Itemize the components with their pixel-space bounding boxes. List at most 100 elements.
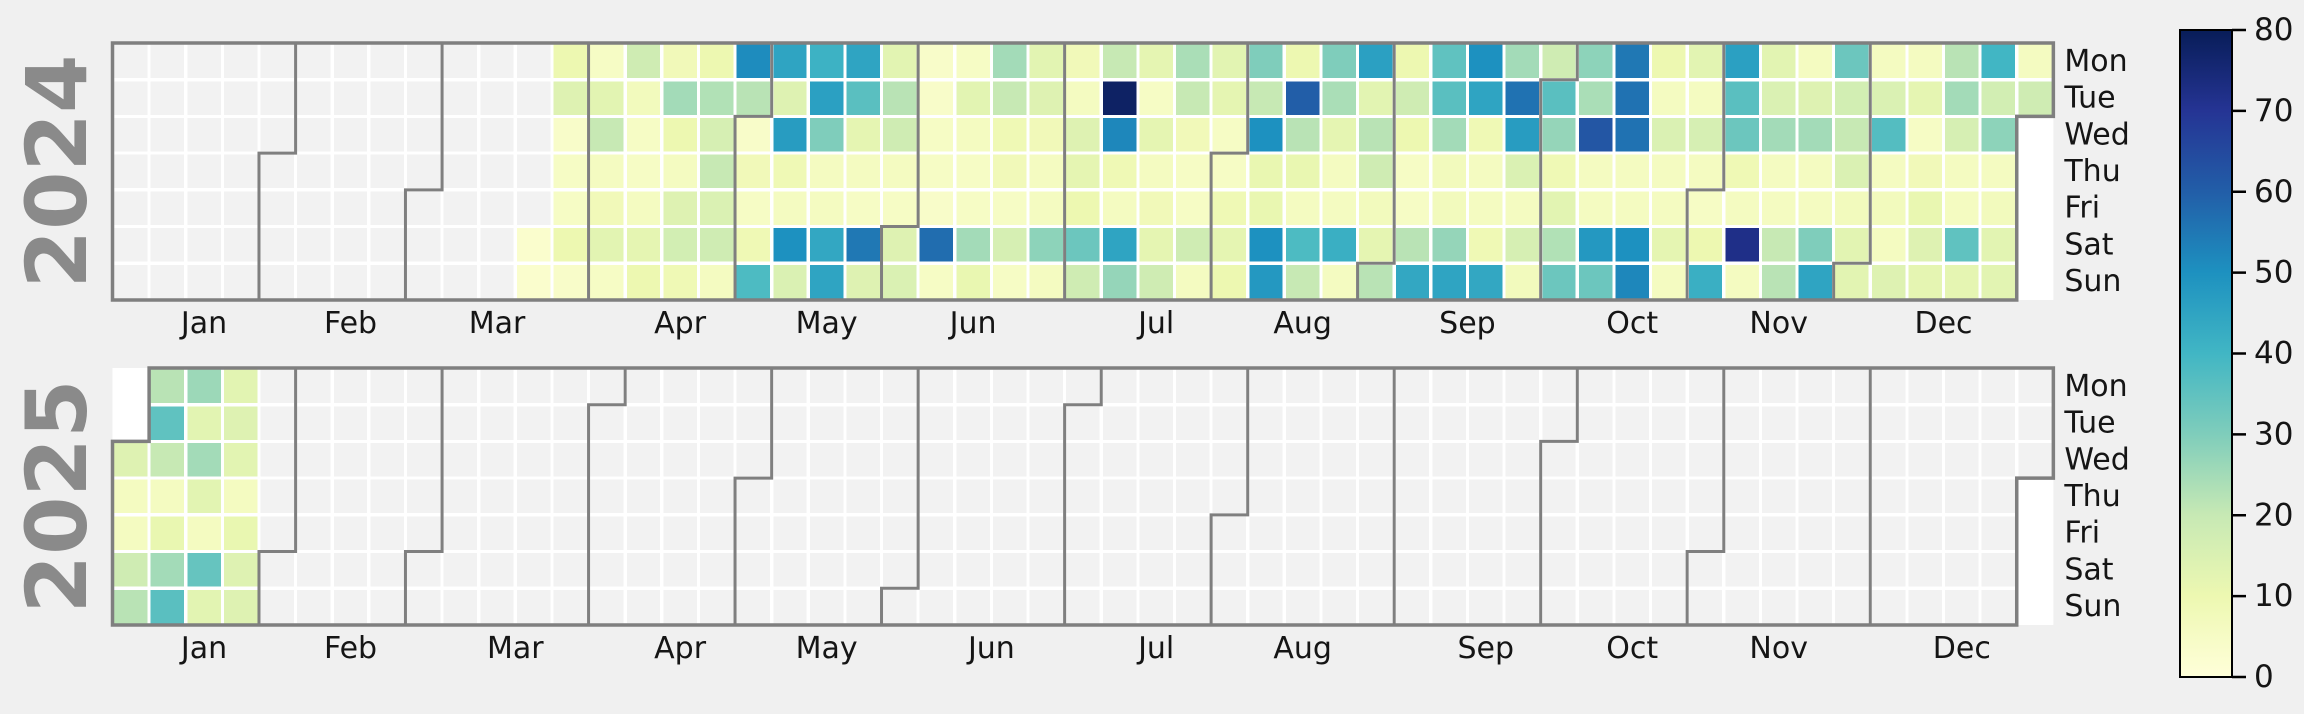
day-cell-empty xyxy=(700,516,734,550)
day-cell-empty xyxy=(1798,553,1833,587)
day-cell xyxy=(1102,81,1137,115)
day-cell-empty xyxy=(297,406,331,440)
day-cell xyxy=(1615,228,1649,262)
day-cell-empty xyxy=(1029,553,1064,587)
day-cell-empty xyxy=(187,81,221,115)
day-cell-empty xyxy=(1322,406,1356,440)
year-panel-2025: Jan Feb Mar Apr May Jun Jul Aug Sep Oct Nov DecMonT… xyxy=(8,366,2130,666)
day-cell-empty xyxy=(1139,553,1173,587)
day-cell-empty xyxy=(553,443,587,477)
day-cell-empty xyxy=(919,553,954,587)
month-label-aug-2024: Aug xyxy=(1273,306,1332,341)
day-cell-empty xyxy=(992,516,1027,550)
day-cell xyxy=(883,44,917,79)
month-boundary-line xyxy=(1685,43,1726,300)
day-cell-empty xyxy=(516,553,551,587)
day-cell-empty xyxy=(1578,406,1613,440)
day-cell-empty xyxy=(333,516,368,550)
day-cell-empty xyxy=(1432,443,1466,477)
day-cell-empty xyxy=(1432,479,1466,514)
day-cell-empty xyxy=(516,44,551,79)
day-cell xyxy=(1908,191,1942,225)
day-cell xyxy=(1725,44,1759,79)
day-cell xyxy=(1395,264,1430,299)
month-boundary-line xyxy=(257,43,298,300)
day-cell xyxy=(846,228,880,262)
day-cell-empty xyxy=(809,479,844,514)
day-cell-empty xyxy=(297,516,331,550)
weekday-label-sat-2025: Sat xyxy=(2064,552,2113,587)
day-cell xyxy=(773,118,807,152)
day-cell xyxy=(1688,264,1723,299)
day-cell-empty xyxy=(150,264,185,299)
day-cell-empty xyxy=(1359,479,1393,514)
day-cell-empty xyxy=(773,369,807,404)
day-cell xyxy=(773,81,807,115)
day-cell-empty xyxy=(1395,406,1430,440)
month-label-nov-2025: Nov xyxy=(1749,631,1808,666)
day-cell xyxy=(1652,118,1686,152)
weekday-label-mon-2025: Mon xyxy=(2064,369,2127,404)
month-boundary-line xyxy=(733,43,774,300)
day-cell-empty xyxy=(333,553,368,587)
day-cell-empty xyxy=(407,516,441,550)
day-cell-empty xyxy=(1066,369,1100,404)
day-cell-empty xyxy=(1835,516,1869,550)
day-cell xyxy=(1981,81,2016,115)
day-cell-empty xyxy=(516,589,551,624)
day-cell xyxy=(626,191,661,225)
month-boundary-line xyxy=(403,368,444,625)
day-cell-empty xyxy=(846,443,880,477)
day-cell-empty xyxy=(1249,516,1283,550)
day-cell-empty xyxy=(1249,406,1283,440)
colorbar-tick-label-10: 10 xyxy=(2254,578,2293,614)
colorbar-tick-label-60: 60 xyxy=(2254,174,2293,210)
day-cell-empty xyxy=(736,516,771,550)
day-cell xyxy=(1322,81,1356,115)
colorbar-tick-label-30: 30 xyxy=(2254,416,2293,452)
day-cell xyxy=(1908,264,1942,299)
day-cell xyxy=(1981,118,2016,152)
day-cell xyxy=(956,154,990,189)
day-cell-empty xyxy=(1981,516,2016,550)
day-cell-empty xyxy=(1835,589,1869,624)
day-cell xyxy=(1945,81,1979,115)
day-cell-empty xyxy=(626,479,661,514)
day-cell-empty xyxy=(1981,443,2016,477)
day-cell-empty xyxy=(883,369,917,404)
day-cell-empty xyxy=(370,81,404,115)
day-cell xyxy=(1432,191,1466,225)
day-cell xyxy=(1029,191,1064,225)
day-cell-empty xyxy=(626,589,661,624)
day-cell-empty xyxy=(1542,516,1576,550)
day-cell-empty xyxy=(1615,516,1649,550)
day-cell xyxy=(1469,118,1503,152)
day-cell-empty xyxy=(1688,553,1723,587)
day-cell xyxy=(1029,44,1064,79)
day-cell-empty xyxy=(260,44,294,79)
day-cell-empty xyxy=(626,553,661,587)
day-cell xyxy=(846,154,880,189)
day-cell xyxy=(1615,44,1649,79)
day-cell-empty xyxy=(150,81,185,115)
day-cell-empty xyxy=(1725,589,1759,624)
day-cell xyxy=(2018,44,2052,79)
year-outline xyxy=(110,366,2056,627)
day-cell-empty xyxy=(516,154,551,189)
day-cell-empty xyxy=(407,553,441,587)
day-cell-empty xyxy=(1029,479,1064,514)
day-cell xyxy=(1359,228,1393,262)
day-cell xyxy=(1249,264,1283,299)
day-cell xyxy=(1285,191,1320,225)
day-cell xyxy=(1359,154,1393,189)
day-cell-empty xyxy=(480,81,514,115)
day-cell-empty xyxy=(1762,369,1796,404)
day-cell-empty xyxy=(1871,553,1906,587)
day-cell xyxy=(1871,81,1906,115)
weekday-label-sat-2024: Sat xyxy=(2064,227,2113,262)
day-cell xyxy=(1871,118,1906,152)
day-cell xyxy=(1066,264,1100,299)
day-cell-empty xyxy=(1652,443,1686,477)
day-cell-empty xyxy=(114,44,148,79)
month-label-apr-2024: Apr xyxy=(654,306,707,341)
